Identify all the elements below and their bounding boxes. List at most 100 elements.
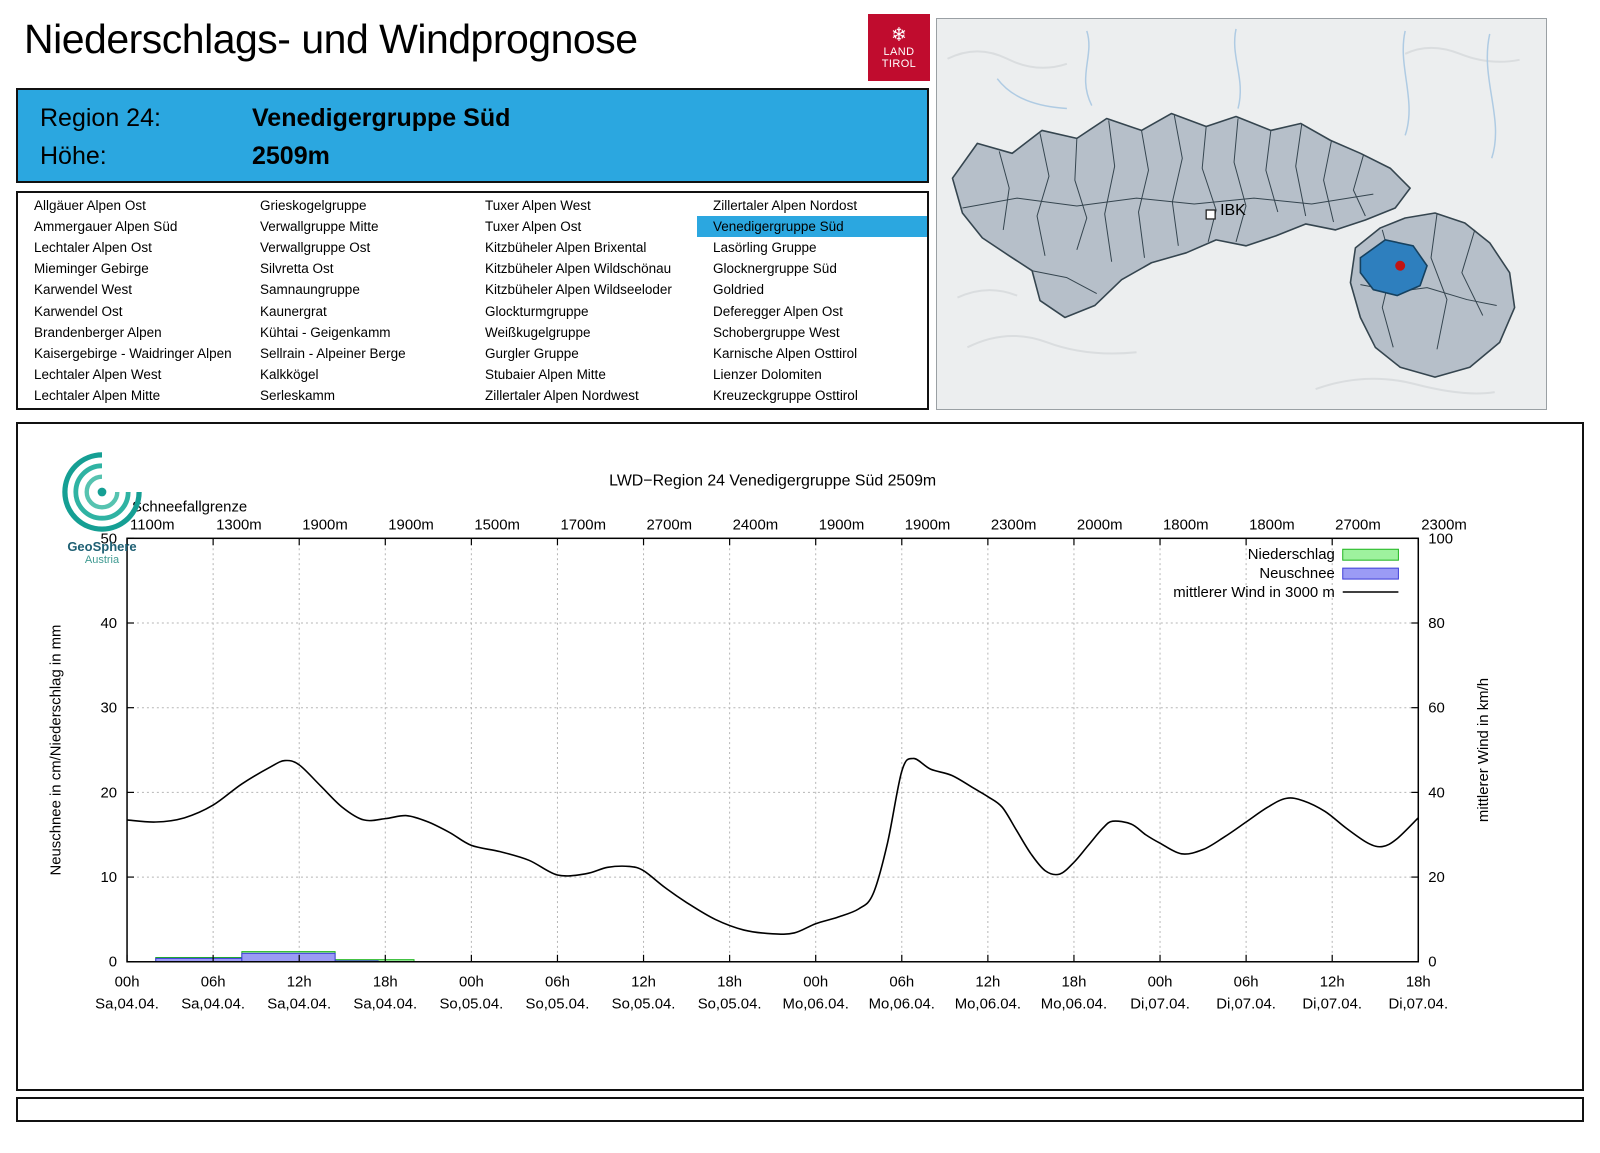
svg-text:40: 40 bbox=[1428, 785, 1445, 801]
map-region-north-tirol[interactable] bbox=[951, 112, 1411, 319]
axis-ticks bbox=[126, 537, 1419, 963]
region-item[interactable]: Sellrain - Alpeiner Berge bbox=[260, 345, 406, 361]
chart-legend: Niederschlag Neuschnee mittlerer Wind in 3… bbox=[1173, 547, 1399, 601]
logo-land-text: LAND bbox=[883, 46, 915, 58]
region-value: Venedigergruppe Süd bbox=[252, 103, 511, 132]
region-item[interactable]: Brandenberger Alpen bbox=[34, 324, 162, 340]
svg-text:Mo,06.04.: Mo,06.04. bbox=[783, 996, 849, 1012]
svg-text:40: 40 bbox=[101, 616, 118, 632]
svg-text:18h: 18h bbox=[717, 975, 742, 991]
map-city-label: IBK bbox=[1220, 202, 1246, 219]
region-item[interactable]: Karwendel West bbox=[34, 282, 133, 298]
region-item[interactable]: Zillertaler Alpen Nordwest bbox=[485, 387, 639, 403]
region-item[interactable]: Lasörling Gruppe bbox=[713, 240, 817, 256]
region-item[interactable]: Verwallgruppe Ost bbox=[260, 240, 371, 256]
region-item[interactable]: Kitzbüheler Alpen Wildseeloder bbox=[485, 282, 672, 298]
svg-text:2700m: 2700m bbox=[1335, 517, 1381, 533]
region-item[interactable]: Zillertaler Alpen Nordost bbox=[713, 198, 858, 214]
region-item[interactable]: Kreuzeckgruppe Osttirol bbox=[713, 387, 858, 403]
region-item[interactable]: Tuxer Alpen Ost bbox=[485, 219, 582, 235]
svg-text:Di,07.04.: Di,07.04. bbox=[1388, 996, 1448, 1012]
footer-box bbox=[16, 1097, 1584, 1122]
map-rivers bbox=[996, 28, 1497, 159]
svg-text:18h: 18h bbox=[1406, 975, 1431, 991]
region-item[interactable]: Tuxer Alpen West bbox=[485, 198, 591, 214]
region-item[interactable]: Kalkkögel bbox=[260, 366, 319, 382]
svg-text:50: 50 bbox=[101, 531, 118, 547]
svg-text:So,05.04.: So,05.04. bbox=[698, 996, 762, 1012]
region-item[interactable]: Venedigergruppe Süd bbox=[697, 216, 927, 238]
svg-text:Mo,06.04.: Mo,06.04. bbox=[869, 996, 935, 1012]
region-item[interactable]: Verwallgruppe Mitte bbox=[260, 219, 379, 235]
svg-text:20: 20 bbox=[101, 785, 118, 801]
svg-text:12h: 12h bbox=[287, 975, 312, 991]
svg-text:1900m: 1900m bbox=[302, 517, 348, 533]
svg-text:Mo,06.04.: Mo,06.04. bbox=[1041, 996, 1107, 1012]
region-item[interactable]: Lechtaler Alpen Mitte bbox=[34, 387, 161, 403]
x-axis-labels: 00h Sa,04.04. 06h Sa,04.04. 12h Sa,04.04. 18h S… bbox=[95, 975, 1448, 1013]
svg-text:00h: 00h bbox=[115, 975, 140, 991]
region-item[interactable]: Kitzbüheler Alpen Wildschönau bbox=[485, 261, 672, 277]
forecast-chart-box: GeoSphere Austria 0 10 20 30 40 50 0 20 40 60 80 10… bbox=[16, 422, 1584, 1091]
region-item[interactable]: Lechtaler Alpen West bbox=[34, 366, 162, 382]
region-item[interactable]: Allgäuer Alpen Ost bbox=[34, 198, 146, 214]
altitude-value: 2509m bbox=[252, 141, 330, 170]
region-item[interactable]: Lienzer Dolomiten bbox=[713, 366, 822, 382]
y-axis-left-labels: 0 10 20 30 40 50 bbox=[101, 531, 118, 970]
svg-text:So,05.04.: So,05.04. bbox=[439, 996, 503, 1012]
svg-text:mittlerer Wind in 3000 m: mittlerer Wind in 3000 m bbox=[1173, 585, 1335, 601]
svg-text:06h: 06h bbox=[1234, 975, 1259, 991]
region-item[interactable]: Glockturmgruppe bbox=[485, 303, 589, 319]
region-item[interactable]: Gurgler Gruppe bbox=[485, 345, 579, 361]
svg-text:06h: 06h bbox=[889, 975, 914, 991]
svg-text:2700m: 2700m bbox=[647, 517, 693, 533]
region-item[interactable]: Glocknergruppe Süd bbox=[713, 261, 837, 277]
svg-text:1300m: 1300m bbox=[216, 517, 262, 533]
logo-tirol-text: TIROL bbox=[881, 58, 917, 70]
region-item[interactable]: Serleskamm bbox=[260, 387, 336, 403]
region-item[interactable]: Karwendel Ost bbox=[34, 303, 123, 319]
svg-text:100: 100 bbox=[1428, 531, 1453, 547]
region-item[interactable]: Goldried bbox=[713, 282, 765, 298]
region-item[interactable]: Ammergauer Alpen Süd bbox=[34, 219, 178, 235]
tirol-map[interactable]: IBK bbox=[936, 18, 1547, 410]
region-item[interactable]: Kitzbüheler Alpen Brixental bbox=[485, 240, 647, 256]
snowflake-icon: ❄ bbox=[891, 25, 907, 46]
region-item[interactable]: Karnische Alpen Osttirol bbox=[713, 345, 858, 361]
svg-text:10: 10 bbox=[101, 870, 118, 886]
svg-text:Schneefallgrenze: Schneefallgrenze bbox=[132, 499, 247, 515]
region-item[interactable]: Grieskogelgruppe bbox=[260, 198, 367, 214]
region-item[interactable]: Samnaungruppe bbox=[260, 282, 360, 298]
svg-text:00h: 00h bbox=[1148, 975, 1173, 991]
svg-text:Di,07.04.: Di,07.04. bbox=[1302, 996, 1362, 1012]
svg-text:So,05.04.: So,05.04. bbox=[526, 996, 590, 1012]
region-item[interactable]: Kühtai - Geigenkamm bbox=[260, 324, 391, 340]
svg-text:2000m: 2000m bbox=[1077, 517, 1123, 533]
svg-text:2300m: 2300m bbox=[1421, 517, 1467, 533]
svg-text:Sa,04.04.: Sa,04.04. bbox=[95, 996, 159, 1012]
svg-text:2300m: 2300m bbox=[991, 517, 1037, 533]
svg-text:30: 30 bbox=[101, 701, 118, 717]
svg-text:Neuschnee: Neuschnee bbox=[1259, 566, 1334, 582]
map-region-selected[interactable] bbox=[1359, 239, 1428, 297]
region-item[interactable]: Lechtaler Alpen Ost bbox=[34, 240, 152, 256]
svg-text:1900m: 1900m bbox=[905, 517, 951, 533]
svg-text:0: 0 bbox=[1428, 955, 1436, 971]
altitude-label: Höhe: bbox=[40, 141, 107, 170]
region-item[interactable]: Kaisergebirge - Waidringer Alpen bbox=[34, 345, 232, 361]
svg-text:1500m: 1500m bbox=[474, 517, 520, 533]
land-tirol-logo: ❄ LAND TIROL bbox=[868, 14, 930, 81]
region-item[interactable]: Kaunergrat bbox=[260, 303, 327, 319]
region-item[interactable]: Silvretta Ost bbox=[260, 261, 334, 277]
y-axis-right-labels: 0 20 40 60 80 100 bbox=[1428, 531, 1453, 970]
region-item[interactable]: Deferegger Alpen Ost bbox=[713, 303, 843, 319]
svg-text:LWD−Region 24 Venedigergruppe: LWD−Region 24 Venedigergruppe Süd 2509m bbox=[609, 473, 936, 490]
svg-text:Niederschlag: Niederschlag bbox=[1248, 547, 1335, 563]
region-item[interactable]: Schobergruppe West bbox=[713, 324, 840, 340]
region-header: Region 24: Venedigergruppe Süd Höhe: 250… bbox=[16, 88, 929, 183]
map-city-marker bbox=[1205, 209, 1216, 220]
region-item[interactable]: Weißkugelgruppe bbox=[485, 324, 591, 340]
region-item[interactable]: Stubaier Alpen Mitte bbox=[485, 366, 606, 382]
region-item[interactable]: Mieminger Gebirge bbox=[34, 261, 149, 277]
